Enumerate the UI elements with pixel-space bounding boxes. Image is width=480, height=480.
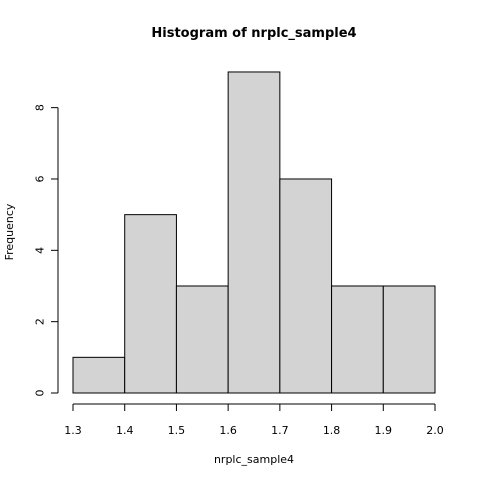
y-tick-label-4: 6 bbox=[34, 175, 47, 182]
y-tick-label-1: 0 bbox=[34, 390, 47, 397]
chart-title: Histogram of nrplc_sample4 bbox=[151, 26, 356, 41]
y-tick-label-2: 2 bbox=[34, 318, 47, 325]
x-tick-label-7: 1.9 bbox=[375, 424, 393, 437]
histogram-bar-3 bbox=[175, 285, 229, 394]
histogram-bar-5 bbox=[279, 178, 333, 394]
y-axis-label: Frequency bbox=[3, 203, 16, 260]
x-tick-label-4: 1.6 bbox=[219, 424, 237, 437]
histogram-bar-1 bbox=[72, 356, 126, 394]
y-tick-label-3: 4 bbox=[34, 247, 47, 254]
histogram-bars bbox=[72, 71, 436, 394]
x-tick-label-3: 1.5 bbox=[168, 424, 186, 437]
histogram-bar-6 bbox=[331, 285, 384, 394]
y-tick-label-5: 8 bbox=[34, 104, 47, 111]
histogram-bar-4 bbox=[227, 71, 281, 394]
x-axis: 1.3 1.4 1.5 1.6 1.7 1.8 1.9 2.0 bbox=[64, 403, 444, 437]
x-axis-label: nrplc_sample4 bbox=[214, 453, 294, 466]
x-tick-label-2: 1.4 bbox=[116, 424, 134, 437]
x-tick-label-1: 1.3 bbox=[64, 424, 82, 437]
x-tick-label-6: 1.8 bbox=[323, 424, 341, 437]
y-axis: 0 2 4 6 8 bbox=[34, 104, 59, 397]
x-tick-label-5: 1.7 bbox=[271, 424, 289, 437]
histogram-bar-2 bbox=[124, 214, 177, 394]
histogram-bar-7 bbox=[382, 285, 436, 394]
x-tick-label-8: 2.0 bbox=[426, 424, 444, 437]
